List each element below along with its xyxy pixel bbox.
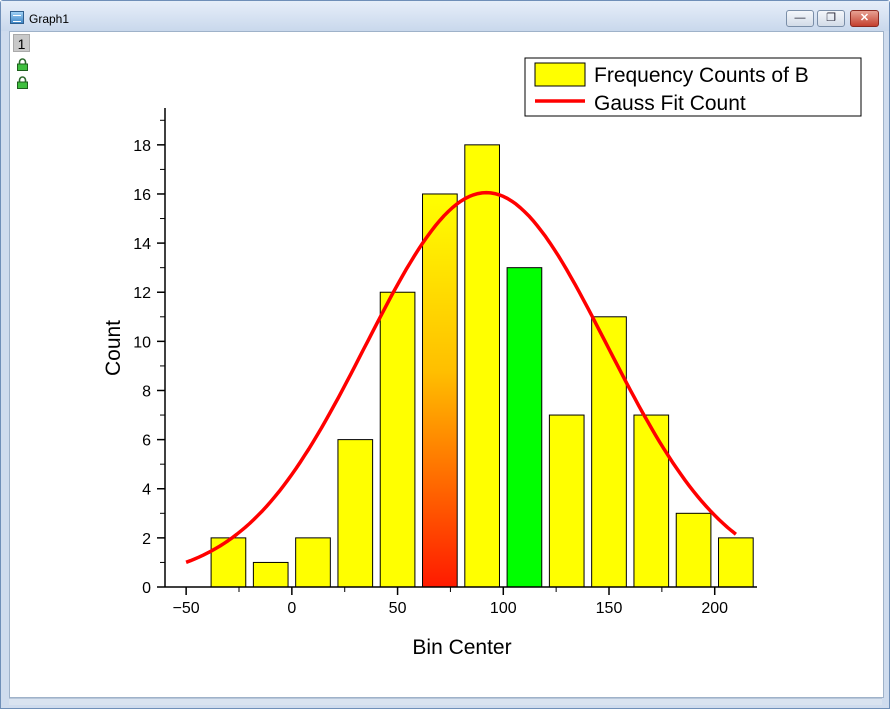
y-tick-label: 16 [133, 187, 151, 204]
y-tick-label: 14 [133, 236, 151, 253]
x-axis-title: Bin Center [412, 636, 511, 659]
close-button[interactable]: ✕ [850, 10, 879, 27]
graph-window-icon[interactable] [10, 11, 24, 24]
bar-series [210, 144, 754, 588]
y-tick-label: 8 [142, 383, 151, 400]
y-tick-label: 2 [142, 531, 151, 548]
axis-ticks: −50 0 50 100 150 200 0 2 4 6 8 10 12 14 16 18 [133, 119, 728, 617]
bar[interactable] [464, 144, 500, 588]
x-tick-label: 0 [287, 600, 296, 617]
bar[interactable] [210, 537, 247, 588]
lock-icon[interactable] [16, 76, 29, 89]
legend-bar-swatch [534, 62, 586, 87]
bar[interactable] [633, 414, 670, 588]
bar[interactable] [422, 193, 458, 588]
y-tick-label: 10 [133, 334, 151, 351]
x-tick-label: −50 [173, 600, 200, 617]
bar[interactable] [591, 316, 627, 588]
bar[interactable] [675, 512, 712, 588]
x-tick-label: 50 [389, 600, 407, 617]
bar[interactable] [337, 439, 374, 588]
window-title: Graph1 [29, 12, 70, 26]
title-bar[interactable]: Graph1 — ❐ ✕ [1, 1, 889, 31]
close-icon: ✕ [859, 12, 870, 24]
bar[interactable] [548, 414, 585, 588]
lock-icon[interactable] [16, 58, 29, 71]
y-tick-label: 6 [142, 433, 151, 450]
layer-1-tab[interactable]: 1 [13, 34, 30, 52]
legend[interactable]: Frequency Counts of B Gauss Fit Count [524, 57, 862, 117]
restore-icon: ❐ [826, 12, 836, 24]
x-tick-label: 200 [701, 600, 728, 617]
bar[interactable] [506, 267, 543, 588]
bar[interactable] [718, 537, 754, 588]
y-tick-label: 0 [142, 580, 151, 597]
legend-label-frequency: Frequency Counts of B [594, 64, 809, 87]
bar[interactable] [252, 561, 289, 588]
bar[interactable] [295, 537, 331, 588]
y-tick-label: 18 [133, 138, 151, 155]
minimize-button[interactable]: — [786, 10, 814, 27]
bar[interactable] [379, 291, 416, 588]
x-tick-label: 150 [596, 600, 623, 617]
legend-label-gauss-fit: Gauss Fit Count [594, 92, 746, 115]
restore-button[interactable]: ❐ [817, 10, 845, 27]
y-tick-label: 4 [142, 482, 151, 499]
minimize-icon: — [794, 12, 806, 24]
y-axis-title: Count [102, 320, 125, 376]
x-tick-label: 100 [490, 600, 517, 617]
y-tick-label: 12 [133, 285, 151, 302]
gauss-fit-curve[interactable] [185, 190, 737, 564]
status-bar [9, 698, 882, 705]
